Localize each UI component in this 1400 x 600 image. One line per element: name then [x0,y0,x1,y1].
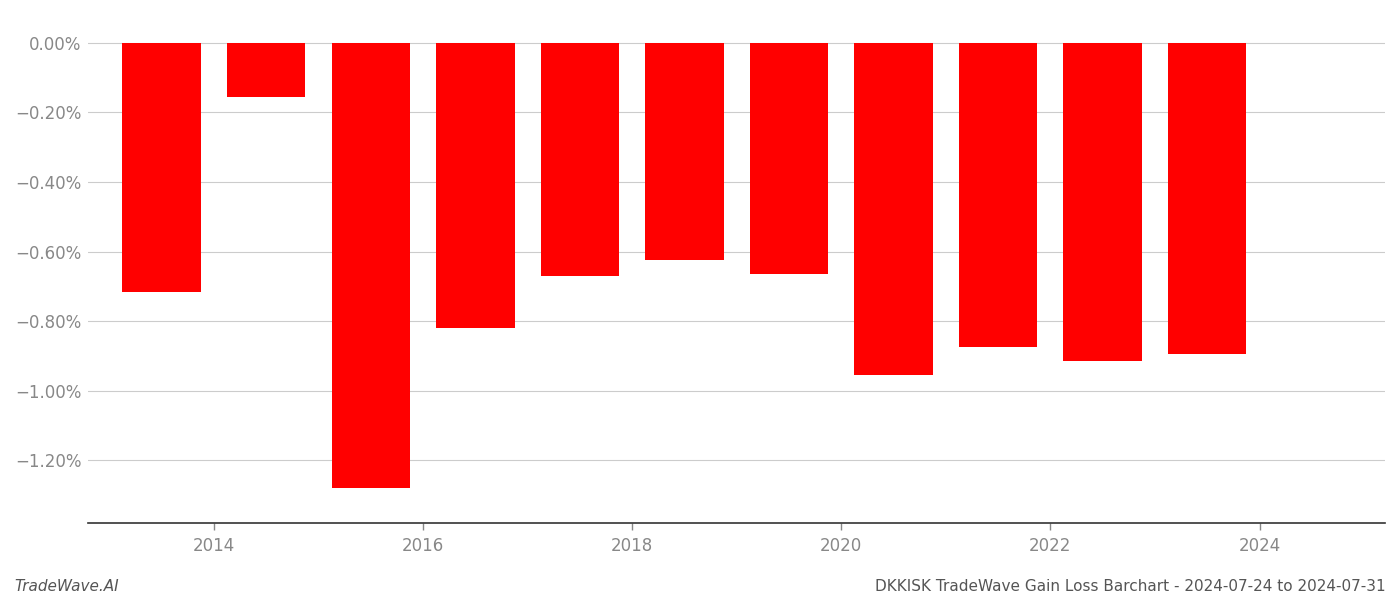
Bar [854,43,932,375]
Bar [1064,43,1142,361]
Bar [122,43,200,292]
Text: DKKISK TradeWave Gain Loss Barchart - 2024-07-24 to 2024-07-31: DKKISK TradeWave Gain Loss Barchart - 20… [875,579,1386,594]
Bar [437,43,515,328]
Bar [750,43,829,274]
Bar [332,43,410,488]
Bar [959,43,1037,347]
Bar [227,43,305,97]
Text: TradeWave.AI: TradeWave.AI [14,579,119,594]
Bar [540,43,619,276]
Bar [1168,43,1246,355]
Bar [645,43,724,260]
